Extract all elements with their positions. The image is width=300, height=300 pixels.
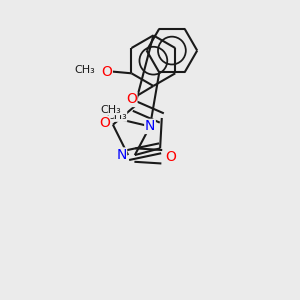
Text: O: O — [101, 64, 112, 79]
Text: CH₃: CH₃ — [74, 65, 95, 75]
Text: N: N — [145, 119, 155, 134]
Text: CH₃: CH₃ — [106, 111, 127, 121]
Text: O: O — [126, 92, 137, 106]
Text: O: O — [165, 150, 176, 164]
Text: CH₃: CH₃ — [101, 105, 122, 115]
Text: N: N — [116, 148, 127, 162]
Text: O: O — [99, 116, 110, 130]
